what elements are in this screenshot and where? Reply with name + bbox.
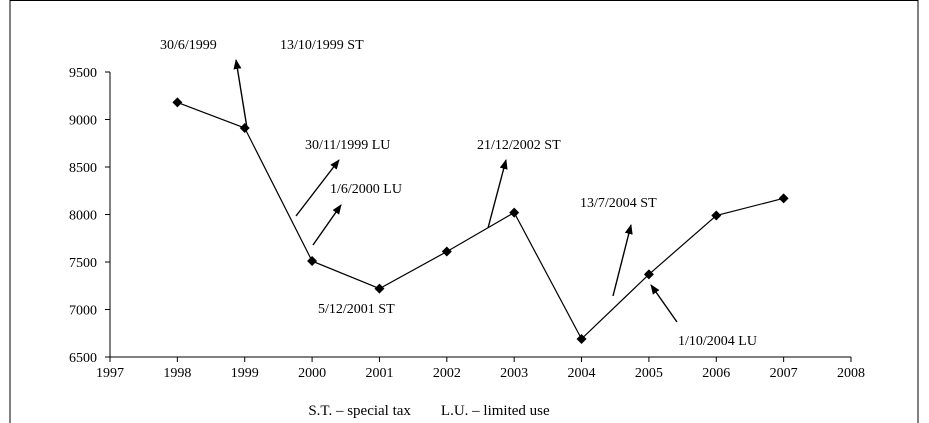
x-tick-label: 1999 bbox=[231, 366, 259, 381]
footnote: S.T. – special tax L.U. – limited use bbox=[308, 403, 550, 419]
y-tick-label: 7000 bbox=[69, 304, 97, 319]
annotation-label: 30/11/1999 LU bbox=[305, 138, 390, 153]
x-tick-label: 2004 bbox=[568, 366, 596, 381]
annotation-label: 21/12/2002 ST bbox=[477, 138, 561, 153]
ticks: 1997 1998 1999 2000 2001 2002 2003 2004 2005 2006… bbox=[69, 66, 865, 381]
annotation-label: 5/12/2001 ST bbox=[318, 302, 395, 317]
data-point bbox=[172, 97, 183, 108]
axes bbox=[109, 72, 851, 358]
y-tick-label: 6500 bbox=[69, 351, 97, 366]
y-tick-label: 9000 bbox=[69, 114, 97, 129]
y-tick-label: 8000 bbox=[69, 209, 97, 224]
annotation-label: 1/6/2000 LU bbox=[330, 182, 402, 197]
annotation-arrow bbox=[233, 59, 248, 129]
y-tick-label: 8500 bbox=[69, 161, 97, 176]
x-tick-label: 2008 bbox=[837, 366, 865, 381]
annotation-label: 1/10/2004 LU bbox=[678, 334, 757, 349]
annotation-arrow bbox=[650, 284, 678, 323]
x-tick-label: 2005 bbox=[635, 366, 663, 381]
x-tick-label: 1997 bbox=[96, 366, 124, 381]
annotation-arrow bbox=[612, 224, 633, 297]
y-tick-label: 7500 bbox=[69, 256, 97, 271]
data-point bbox=[307, 256, 318, 267]
data-point bbox=[441, 246, 452, 257]
data-point bbox=[374, 283, 385, 294]
data-point bbox=[239, 123, 250, 134]
annotation-label: 13/7/2004 ST bbox=[580, 196, 657, 211]
annotation-arrow bbox=[295, 159, 340, 217]
data-point bbox=[576, 333, 587, 344]
x-tick-label: 2001 bbox=[365, 366, 393, 381]
data-point bbox=[778, 193, 789, 204]
annotation-label: 30/6/1999 bbox=[160, 38, 217, 53]
x-tick-label: 2002 bbox=[433, 366, 461, 381]
x-tick-label: 2006 bbox=[702, 366, 730, 381]
x-tick-label: 2000 bbox=[298, 366, 326, 381]
y-tick-label: 9500 bbox=[69, 66, 97, 81]
series-layer bbox=[172, 97, 789, 344]
x-tick-label: 1998 bbox=[163, 366, 191, 381]
data-point bbox=[643, 269, 654, 280]
data-point bbox=[711, 210, 722, 221]
annotation-arrow bbox=[312, 204, 342, 246]
x-tick-label: 2003 bbox=[500, 366, 528, 381]
annotation-arrow bbox=[487, 159, 508, 229]
annotation-label: 13/10/1999 ST bbox=[280, 38, 364, 53]
x-tick-label: 2007 bbox=[770, 366, 798, 381]
series-line bbox=[177, 101, 784, 340]
annotations: 30/6/1999 13/10/1999 ST 30/11/1999 LU 1/6/2… bbox=[160, 38, 757, 349]
data-point bbox=[509, 207, 520, 218]
